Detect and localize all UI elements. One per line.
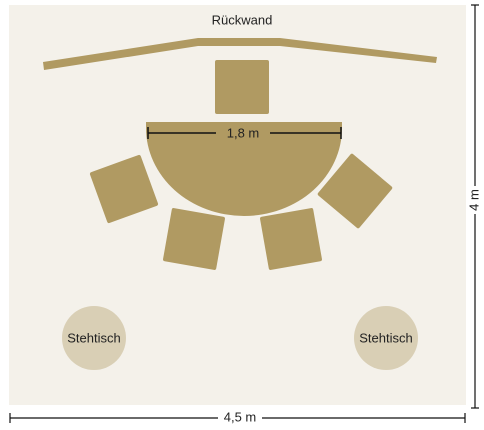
chair (317, 153, 393, 229)
back-wall (43, 38, 437, 70)
chair (163, 208, 225, 270)
standing-table (62, 306, 126, 370)
chair (215, 60, 269, 114)
label-bg (216, 124, 270, 142)
standing-table (354, 306, 418, 370)
chair (260, 208, 322, 270)
conference-table (146, 122, 342, 216)
table-dimension: 1,8 m (147, 124, 342, 142)
wall-label: Rückwand (212, 12, 273, 27)
width-label: 4,5 m (224, 409, 257, 424)
standing-table-label: Stehtisch (359, 330, 412, 345)
height-dimension: 4 m (466, 4, 482, 409)
chair (89, 154, 159, 224)
height-label: 4 m (466, 189, 481, 211)
label-bg (218, 410, 262, 425)
width-dimension: 4,5 m (9, 409, 466, 425)
table-width-label: 1,8 m (227, 125, 260, 140)
standing-table-label: Stehtisch (67, 330, 120, 345)
label-bg (468, 186, 482, 214)
